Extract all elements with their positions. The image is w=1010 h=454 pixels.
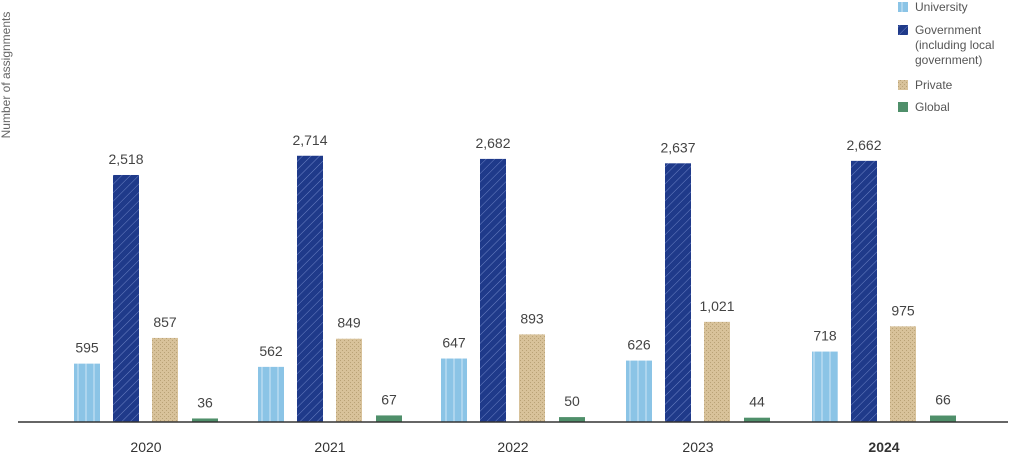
value-label-university-2021: 562	[259, 343, 283, 359]
x-tick-2020: 2020	[130, 439, 161, 454]
value-label-university-2023: 626	[627, 337, 651, 353]
legend-label-global: Global	[915, 100, 950, 114]
bar-global-2024	[930, 415, 956, 422]
value-label-global-2022: 50	[564, 393, 580, 409]
bar-global-2021	[376, 415, 402, 422]
value-label-private-2024: 975	[891, 302, 915, 318]
bar-private-2023	[704, 321, 730, 422]
bar-university-2021	[258, 366, 284, 422]
bar-university-2020	[74, 363, 100, 422]
value-label-global-2020: 36	[197, 394, 213, 410]
bar-private-2024	[890, 326, 916, 422]
bar-university-2024	[812, 351, 838, 422]
bar-government-2022	[480, 158, 506, 422]
bar-global-2022	[559, 417, 585, 422]
value-labels-layer: 595 2,518 857 36 562 2,714 849 67 647 2,682 893 50 6…	[75, 132, 951, 411]
value-label-government-2023: 2,637	[660, 139, 695, 155]
x-tick-2021: 2021	[314, 439, 345, 454]
legend-swatch-global	[898, 102, 908, 112]
value-label-global-2023: 44	[749, 394, 765, 410]
legend-label-private: Private	[915, 78, 953, 92]
value-label-private-2022: 893	[520, 310, 544, 326]
legend-swatch-private	[898, 80, 908, 90]
y-axis-label-group: Number of assignments	[0, 12, 13, 139]
value-label-government-2021: 2,714	[292, 132, 327, 148]
value-label-government-2024: 2,662	[846, 137, 881, 153]
legend-label-university: University	[915, 0, 968, 14]
value-label-private-2020: 857	[153, 314, 177, 330]
bar-university-2022	[441, 358, 467, 422]
legend-swatch-university	[898, 2, 908, 12]
bar-private-2021	[336, 338, 362, 422]
bar-global-2020	[192, 418, 218, 422]
legend: University Government (including local gove…	[898, 0, 994, 114]
x-tick-2024: 2024	[868, 439, 899, 454]
value-label-government-2020: 2,518	[108, 151, 143, 167]
bar-university-2023	[626, 360, 652, 422]
x-tick-2022: 2022	[497, 439, 528, 454]
value-label-university-2022: 647	[442, 335, 466, 351]
value-label-government-2022: 2,682	[475, 135, 510, 151]
y-axis-label: Number of assignments	[0, 12, 13, 139]
value-label-university-2024: 718	[813, 328, 837, 344]
x-tick-2023: 2023	[682, 439, 713, 454]
bar-government-2023	[665, 163, 691, 422]
value-label-university-2020: 595	[75, 340, 99, 356]
bar-government-2021	[297, 155, 323, 423]
value-label-global-2021: 67	[381, 391, 397, 407]
bar-global-2023	[744, 417, 770, 422]
legend-label-government: Government (including local government)	[915, 23, 994, 67]
x-tick-labels: 2020 2021 2022 2023 2024	[130, 439, 899, 454]
value-label-global-2024: 66	[935, 392, 951, 408]
value-label-private-2023: 1,021	[699, 298, 734, 314]
bars-layer	[74, 155, 956, 423]
bar-private-2020	[152, 337, 178, 422]
legend-swatch-government	[898, 25, 908, 35]
bar-government-2024	[851, 160, 877, 423]
bar-government-2020	[113, 174, 139, 422]
bar-private-2022	[519, 334, 545, 422]
value-label-private-2021: 849	[337, 315, 361, 331]
